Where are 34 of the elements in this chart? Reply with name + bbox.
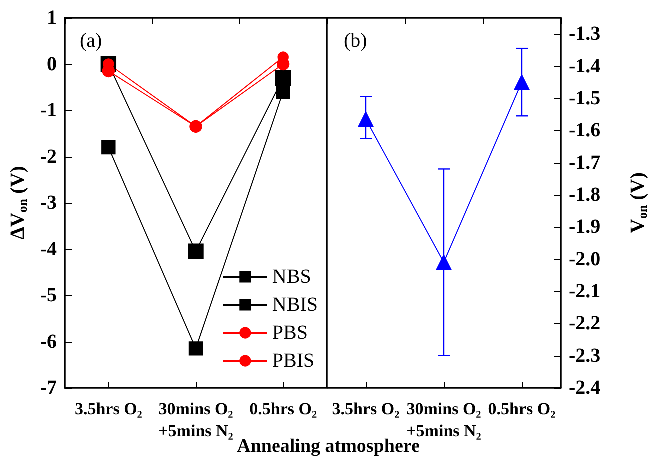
y-tick-label: -2.0: [569, 248, 601, 270]
y-tick-label: -6: [40, 330, 57, 353]
y-axis-title: Von (V): [627, 172, 650, 234]
y-tick-label: -7: [40, 377, 57, 399]
y-tick-label: -2.3: [569, 344, 601, 367]
y-tick-label: -4: [40, 238, 57, 260]
y-tick-label: -1.7: [569, 152, 601, 174]
y-tick-label: -1.6: [569, 120, 601, 142]
y-axis-title: ΔVon (V): [7, 166, 30, 240]
x-tick-label: 30mins O₂ +5mins N₂: [158, 400, 234, 440]
y-tick-label: -1.5: [569, 87, 601, 110]
y-tick-label: 0: [47, 53, 57, 76]
text: (a): [80, 30, 102, 52]
legend-label: PBS: [272, 322, 308, 344]
x-tick-label: 3.5hrs O₂: [332, 400, 400, 418]
y-tick-label: -2.4: [569, 377, 601, 399]
y-tick-label: -3: [40, 192, 57, 214]
legend-label: NBS: [272, 266, 312, 288]
legend-label: NBIS: [272, 294, 318, 316]
y-tick-label: -1.8: [569, 184, 601, 206]
text: (b): [344, 30, 368, 52]
y-tick-label: -2: [40, 146, 57, 168]
y-tick-label: -1.4: [569, 55, 601, 78]
x-tick-label: 0.5hrs O₂: [488, 400, 556, 418]
y-tick-label: -2.2: [569, 312, 601, 335]
legend-label: PBIS: [272, 350, 315, 372]
y-tick-label: 1: [47, 7, 57, 29]
y-tick-label: -1.9: [569, 216, 601, 238]
y-tick-label: -2.1: [569, 280, 601, 302]
y-tick-label: -1: [40, 100, 57, 122]
y-tick-label: -1.3: [569, 23, 601, 46]
x-tick-label: 0.5hrs O₂: [250, 400, 318, 418]
y-tick-label: -5: [40, 284, 57, 306]
x-tick-label: 3.5hrs O₂: [74, 400, 142, 418]
